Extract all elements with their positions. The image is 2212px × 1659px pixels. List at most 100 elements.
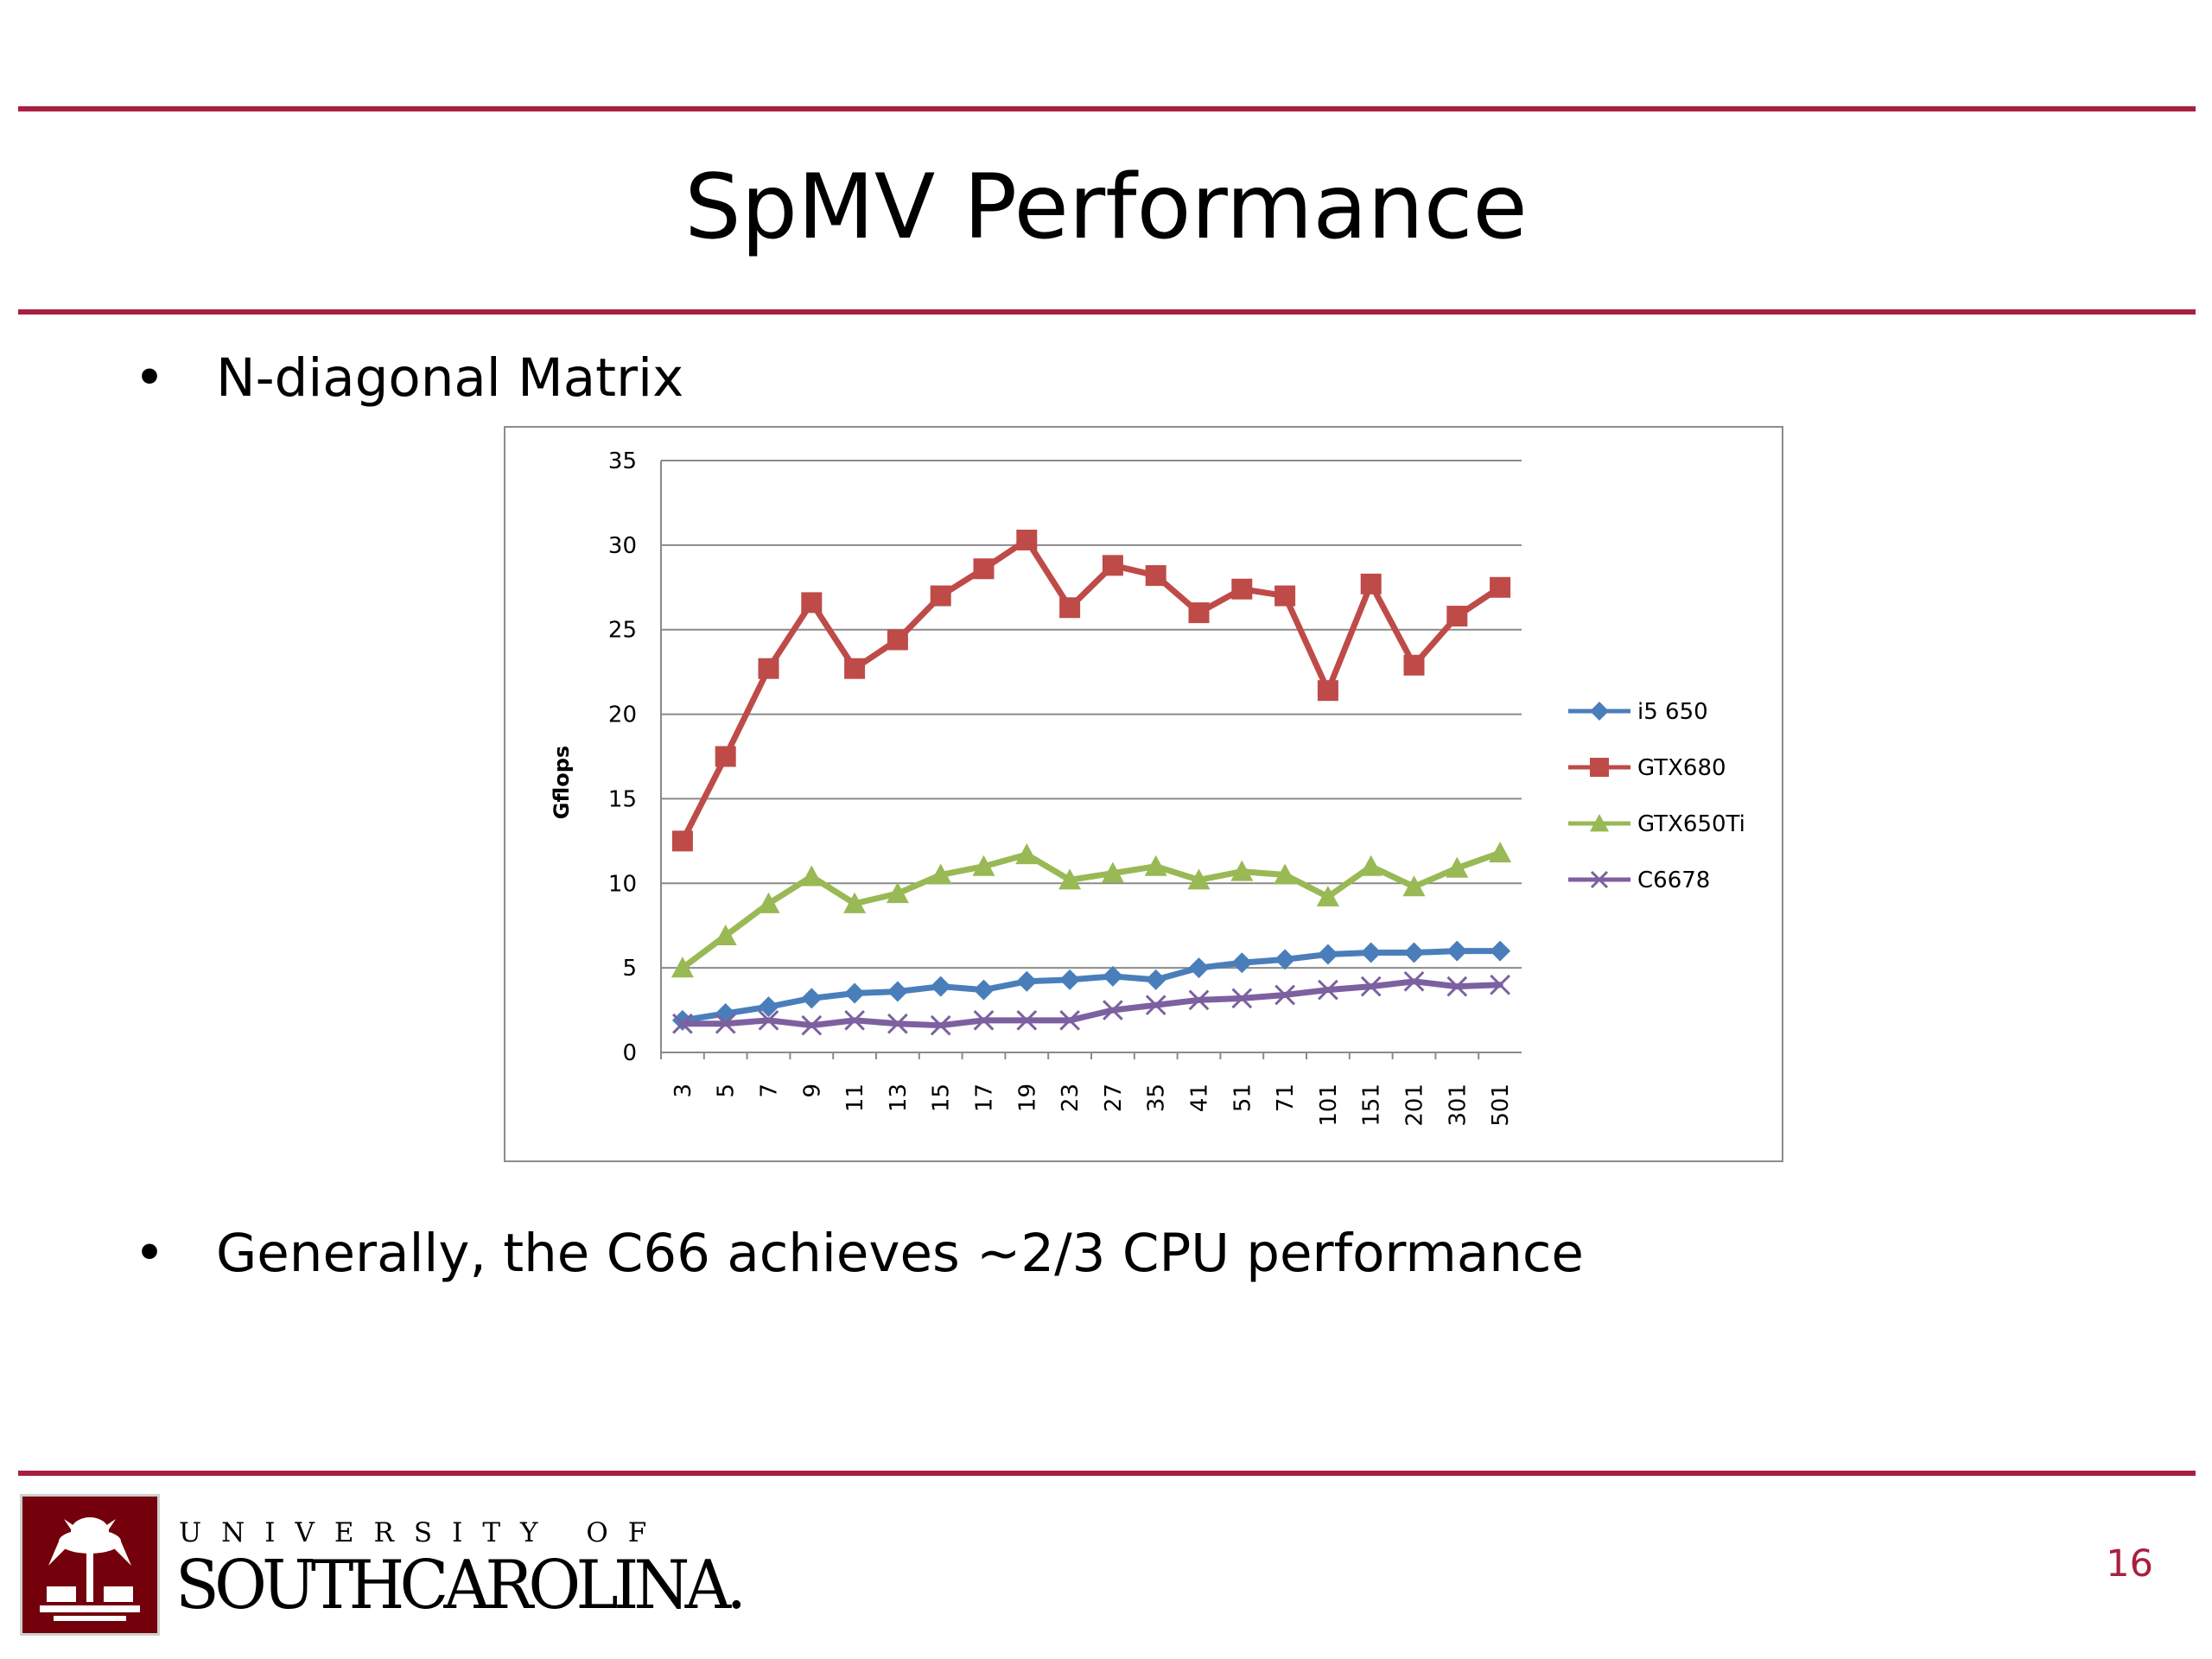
data-point-i5-650 <box>1403 942 1425 963</box>
data-point-i5-650 <box>887 981 908 1002</box>
data-point-c6678 <box>1274 984 1295 1006</box>
title-divider <box>18 309 2196 315</box>
legend-label: i5 650 <box>1637 699 1708 725</box>
university-seal-logo <box>20 1494 160 1636</box>
y-tick-label: 35 <box>608 448 637 474</box>
data-point-gtx650ti <box>714 924 737 946</box>
footer-divider <box>18 1471 2196 1476</box>
chart-frame: 0 5 10 15 20 25 30 35 3 5 7 9 11 13 15 17 19 23 27 35 41 51 71… <box>504 426 1783 1162</box>
x-tick-label: 27 <box>1101 1084 1127 1112</box>
x-tick-label: 15 <box>929 1084 955 1112</box>
data-point-i5-650 <box>1274 949 1296 970</box>
palmetto-tree-icon <box>40 1517 140 1621</box>
x-tick-label: 301 <box>1445 1084 1471 1127</box>
x-tick-label: 35 <box>1144 1084 1170 1112</box>
x-tick-label: 19 <box>1014 1084 1040 1112</box>
data-point-gtx680 <box>801 592 823 613</box>
x-tick-label: 41 <box>1187 1084 1213 1112</box>
data-point-gtx650ti <box>1316 885 1339 906</box>
data-point-gtx650ti <box>843 892 867 913</box>
legend-label: C6678 <box>1637 868 1710 893</box>
data-point-gtx650ti <box>1015 843 1039 865</box>
y-tick-label: 5 <box>622 956 637 982</box>
x-tick-label: 23 <box>1058 1084 1084 1112</box>
data-point-gtx680 <box>1446 606 1468 627</box>
data-point-i5-650 <box>671 1009 693 1031</box>
data-point-gtx680 <box>715 746 736 767</box>
legend-label: GTX650Ti <box>1637 811 1745 837</box>
data-point-gtx680 <box>844 658 866 679</box>
data-point-gtx680 <box>671 830 693 852</box>
data-point-c6678 <box>1103 1000 1123 1020</box>
data-point-gtx680 <box>1059 597 1081 619</box>
x-tick-label: 71 <box>1273 1084 1299 1112</box>
data-point-i5-650 <box>1102 965 1123 987</box>
data-point-c6678 <box>1231 988 1253 1009</box>
data-point-i5-650 <box>1059 969 1081 990</box>
data-point-gtx650ti <box>1446 856 1469 878</box>
x-tick-label: 5 <box>714 1084 740 1098</box>
data-point-gtx680 <box>1231 578 1253 600</box>
slide-title: SpMV Performance <box>684 156 1528 259</box>
x-tick-label: 501 <box>1488 1084 1514 1127</box>
data-point-i5-650 <box>1188 957 1210 979</box>
y-tick-label: 0 <box>622 1040 637 1066</box>
legend-marker-gtx680 <box>1590 758 1609 777</box>
data-point-gtx680 <box>887 629 908 651</box>
data-point-c6678 <box>887 1013 908 1034</box>
x-tick-label: 151 <box>1359 1084 1385 1127</box>
data-point-c6678 <box>758 1009 779 1031</box>
x-tick-label: 51 <box>1230 1084 1255 1112</box>
x-tick-label: 201 <box>1402 1084 1428 1127</box>
x-tick-label: 9 <box>799 1084 825 1098</box>
data-point-gtx650ti <box>1144 855 1167 876</box>
data-point-gtx650ti <box>1101 861 1124 883</box>
data-point-c6678 <box>844 1009 865 1031</box>
data-point-c6678 <box>930 1014 951 1036</box>
data-point-gtx680 <box>1274 585 1296 607</box>
page-number: 16 <box>2106 1542 2153 1586</box>
data-point-i5-650 <box>973 979 995 1001</box>
data-point-gtx680 <box>1145 565 1166 587</box>
university-wordmark-name: SOUTHCAROLINA. <box>175 1547 747 1624</box>
x-tick-label: 7 <box>757 1084 783 1098</box>
data-point-c6678 <box>801 1014 823 1036</box>
data-point-gtx680 <box>1360 573 1382 594</box>
y-axis-label: Gflops <box>550 746 574 819</box>
legend-label: GTX680 <box>1637 755 1726 781</box>
x-tick-label: 101 <box>1316 1084 1342 1127</box>
data-point-c6678 <box>1490 974 1510 995</box>
data-point-gtx650ti <box>671 957 694 978</box>
data-point-gtx650ti <box>1274 863 1297 885</box>
data-point-gtx650ti <box>929 863 952 885</box>
x-tick-label: 3 <box>671 1084 696 1098</box>
data-point-gtx650ti <box>800 865 823 887</box>
data-point-c6678 <box>1318 979 1338 1001</box>
data-point-c6678 <box>1360 976 1382 997</box>
data-point-c6678 <box>672 1013 693 1034</box>
y-tick-label: 25 <box>608 618 637 644</box>
data-point-gtx680 <box>1403 654 1425 676</box>
university-wordmark-top: UNIVERSITY OF <box>179 1517 667 1548</box>
legend-marker-gtx650ti <box>1590 814 1609 832</box>
data-point-gtx650ti <box>1489 842 1512 863</box>
data-point-gtx650ti <box>1058 868 1082 890</box>
data-point-c6678 <box>1016 1009 1038 1031</box>
data-point-gtx680 <box>1490 576 1511 598</box>
data-point-i5-650 <box>1231 952 1253 974</box>
data-point-i5-650 <box>1145 969 1166 990</box>
data-point-i5-650 <box>844 982 866 1004</box>
data-point-i5-650 <box>801 988 823 1009</box>
data-point-gtx650ti <box>1230 860 1254 881</box>
data-point-i5-650 <box>1490 940 1511 962</box>
y-tick-label: 20 <box>608 702 637 728</box>
data-point-i5-650 <box>1360 942 1382 963</box>
data-point-gtx680 <box>1102 555 1123 576</box>
data-point-gtx680 <box>973 558 995 580</box>
data-point-gtx680 <box>930 585 951 607</box>
data-point-gtx680 <box>1188 602 1210 624</box>
data-point-gtx650ti <box>1359 855 1382 876</box>
data-point-gtx650ti <box>886 882 909 904</box>
data-point-gtx680 <box>1016 529 1038 550</box>
